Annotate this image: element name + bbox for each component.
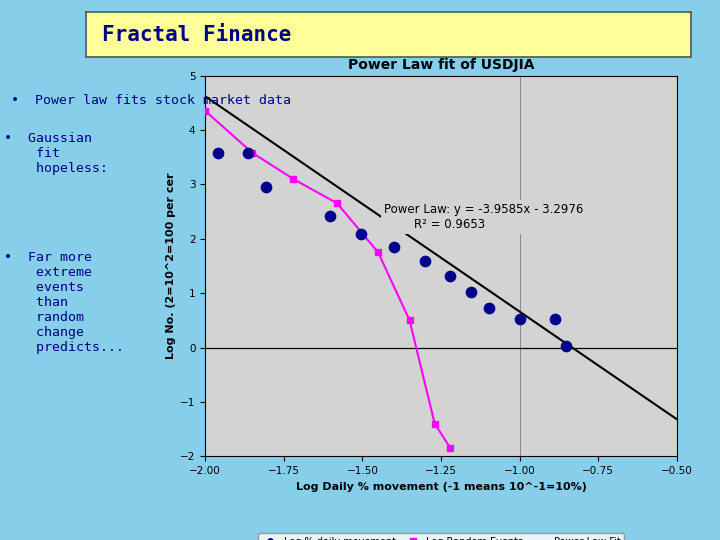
- Power Law Fit: [598, 365, 607, 372]
- Power Law Fit: [480, 284, 489, 291]
- Log Random Events: [289, 176, 297, 182]
- Legend: Log % daily movement, Log Random Events, Power Law Fit: Log % daily movement, Log Random Events,…: [258, 532, 624, 540]
- Log % daily movement: [559, 342, 571, 351]
- Log % daily movement: [514, 314, 526, 323]
- Power Law Fit: [201, 93, 210, 99]
- Line: Power Law Fit: Power Law Fit: [205, 96, 677, 419]
- Log % daily movement: [261, 183, 272, 191]
- Log Random Events: [333, 200, 341, 207]
- Log % daily movement: [419, 256, 431, 265]
- Log Random Events: [405, 317, 414, 323]
- Log Random Events: [374, 249, 382, 255]
- Power Law Fit: [202, 94, 211, 100]
- Log % daily movement: [212, 148, 224, 157]
- Power Law Fit: [629, 386, 637, 392]
- Text: •  Gaussian
    fit
    hopeless:: • Gaussian fit hopeless:: [4, 132, 107, 176]
- Log % daily movement: [465, 288, 477, 296]
- Log Random Events: [201, 107, 210, 114]
- Log % daily movement: [444, 272, 456, 280]
- Power Law Fit: [490, 291, 498, 297]
- Log % daily movement: [325, 212, 336, 221]
- X-axis label: Log Daily % movement (-1 means 10^-1=10%): Log Daily % movement (-1 means 10^-1=10%…: [296, 482, 586, 491]
- Text: Fractal Finance: Fractal Finance: [102, 25, 291, 45]
- Power Law Fit: [482, 285, 490, 292]
- Log % daily movement: [389, 242, 400, 251]
- Log % daily movement: [243, 148, 254, 157]
- Text: •  Power law fits stock market data: • Power law fits stock market data: [11, 94, 291, 107]
- Text: Power Law: y = -3.9585x - 3.2976
        R² = 0.9653: Power Law: y = -3.9585x - 3.2976 R² = 0.…: [384, 204, 584, 232]
- Y-axis label: Log No. (2=10^2=100 per cer: Log No. (2=10^2=100 per cer: [166, 173, 176, 359]
- Line: Log Random Events: Log Random Events: [202, 107, 454, 451]
- Power Law Fit: [672, 416, 681, 422]
- Log % daily movement: [549, 314, 561, 323]
- Log Random Events: [431, 421, 439, 427]
- Log Random Events: [248, 150, 257, 156]
- Log Random Events: [446, 445, 455, 451]
- Title: Power Law fit of USDJIA: Power Law fit of USDJIA: [348, 58, 534, 72]
- Text: •  Far more
    extreme
    events
    than
    random
    change
    predicts..: • Far more extreme events than random ch…: [4, 251, 124, 354]
- Log % daily movement: [483, 304, 495, 313]
- Log % daily movement: [355, 230, 366, 239]
